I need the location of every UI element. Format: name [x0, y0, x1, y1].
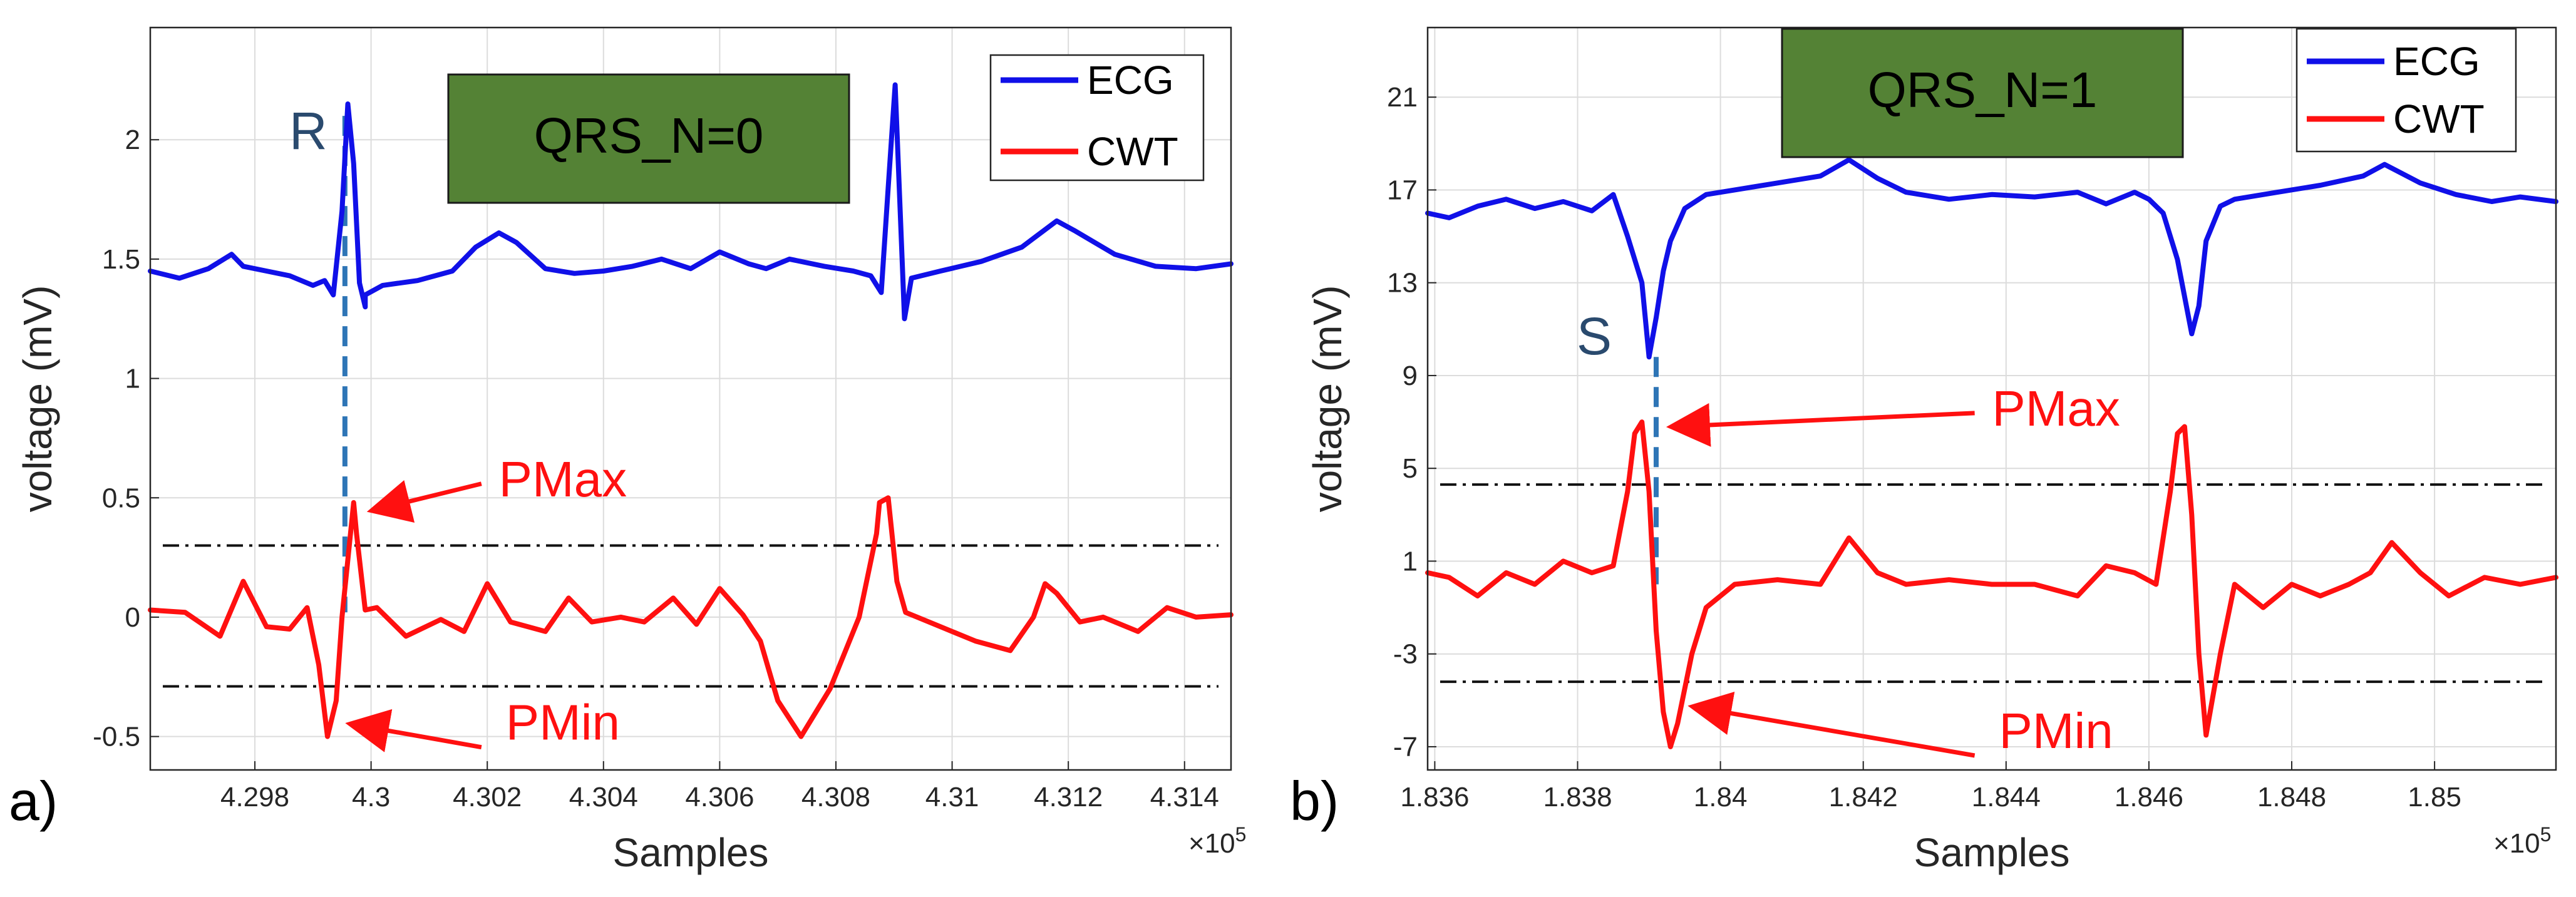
x-tick-label: 4.306 [685, 782, 754, 812]
x-tick-label: 4.312 [1034, 782, 1103, 812]
x-exponent-power: 5 [1235, 823, 1247, 846]
y-tick-label: 2 [125, 125, 140, 155]
pmax-label: PMax [499, 451, 627, 507]
x-exponent-power: 5 [2540, 823, 2552, 846]
y-tick-label: 9 [1403, 361, 1418, 391]
y-tick-label: 17 [1387, 175, 1418, 205]
cwt-series-line [148, 495, 1234, 739]
x-tick-label: 4.31 [925, 782, 979, 812]
legend-cwt-label: CWT [2393, 96, 2485, 141]
series-layer [1425, 157, 2558, 749]
y-tick-label: 0 [125, 602, 140, 633]
cwt-series-line [1425, 419, 2558, 749]
pmin-arrow [345, 709, 482, 752]
x-tick-label: 1.85 [2408, 782, 2461, 812]
x-tick-label: 4.304 [569, 782, 638, 812]
annotations: PMax PMin [345, 451, 627, 752]
tick-labels: 4.298 4.3 4.302 4.304 4.306 4.308 4.31 4.312 4.3… [93, 125, 1219, 812]
x-tick-label: 1.842 [1829, 782, 1898, 812]
y-tick-label: -3 [1393, 639, 1418, 670]
legend-box [2295, 28, 2517, 153]
pmax-arrow [366, 479, 482, 523]
annotations: PMax PMin [1666, 381, 2120, 759]
legend-ecg-label: ECG [1087, 58, 1174, 103]
panel-label: a) [9, 770, 58, 832]
legend-cwt-label: CWT [1087, 129, 1178, 174]
status-box-text: QRS_N=0 [534, 108, 764, 163]
x-tick-label: 4.308 [801, 782, 870, 812]
x-tick-label: 1.836 [1400, 782, 1469, 812]
status-box: QRS_N=1 [1781, 28, 2184, 158]
chart-panel-a: 4.298 4.3 4.302 4.304 4.306 4.308 4.31 4.312 4.3… [9, 26, 1246, 875]
legend: ECG CWT [989, 54, 1205, 182]
ecg-series-line [148, 82, 1234, 322]
x-exponent: ×105 [2493, 823, 2551, 859]
x-exponent-base: ×10 [2493, 828, 2540, 859]
y-tick-label: 1 [125, 364, 140, 394]
tick-labels: 1.836 1.838 1.84 1.842 1.844 1.846 1.848 1.85 -7… [1387, 82, 2461, 812]
status-box: QRS_N=0 [447, 73, 850, 204]
x-tick-label: 1.846 [2115, 782, 2183, 812]
peak-label: S [1577, 307, 1612, 366]
pmax-label: PMax [1992, 381, 2120, 436]
threshold-lines [1440, 483, 2543, 684]
pmin-arrow [1687, 692, 1976, 758]
peak-label: R [289, 101, 327, 160]
y-tick-label: 21 [1387, 82, 1418, 113]
legend-box [989, 54, 1205, 182]
legend-ecg-label: ECG [2393, 39, 2480, 84]
pmin-label: PMin [1999, 703, 2113, 759]
pmin-label: PMin [506, 695, 620, 751]
status-box-background [1781, 28, 2184, 158]
status-box-text: QRS_N=1 [1868, 62, 2098, 118]
x-axis-label: Samples [1914, 830, 2070, 875]
x-tick-label: 1.848 [2257, 782, 2326, 812]
y-tick-label: -7 [1393, 732, 1418, 762]
x-tick-label: 4.314 [1150, 782, 1219, 812]
y-tick-label: -0.5 [93, 722, 140, 752]
x-tick-label: 1.84 [1694, 782, 1748, 812]
y-tick-label: 5 [1403, 453, 1418, 484]
plot-frame [149, 26, 1232, 771]
y-tick-label: 13 [1387, 268, 1418, 299]
x-exponent-base: ×10 [1188, 828, 1235, 859]
y-axis-label: voltage (mV) [15, 285, 60, 513]
y-tick-label: 0.5 [102, 483, 140, 513]
x-tick-label: 4.298 [220, 782, 289, 812]
y-tick-label: 1 [1403, 546, 1418, 577]
x-tick-label: 1.838 [1543, 782, 1612, 812]
x-tick-label: 1.844 [1972, 782, 2041, 812]
pmax-arrow [1666, 402, 1975, 447]
panel-label: b) [1290, 770, 1339, 832]
x-axis-label: Samples [613, 830, 769, 875]
legend: ECG CWT [2295, 28, 2517, 153]
x-tick-label: 4.302 [453, 782, 522, 812]
status-box-background [447, 73, 850, 204]
ecg-series-line [1425, 157, 2558, 360]
x-exponent: ×105 [1188, 823, 1246, 859]
plot-frame [1426, 26, 2557, 771]
y-tick-label: 1.5 [102, 244, 140, 275]
y-axis-label: voltage (mV) [1305, 285, 1350, 513]
x-tick-label: 4.3 [352, 782, 390, 812]
series-layer [148, 82, 1234, 739]
chart-panel-b: 1.836 1.838 1.84 1.842 1.844 1.846 1.848 1.85 -7… [1290, 26, 2558, 875]
